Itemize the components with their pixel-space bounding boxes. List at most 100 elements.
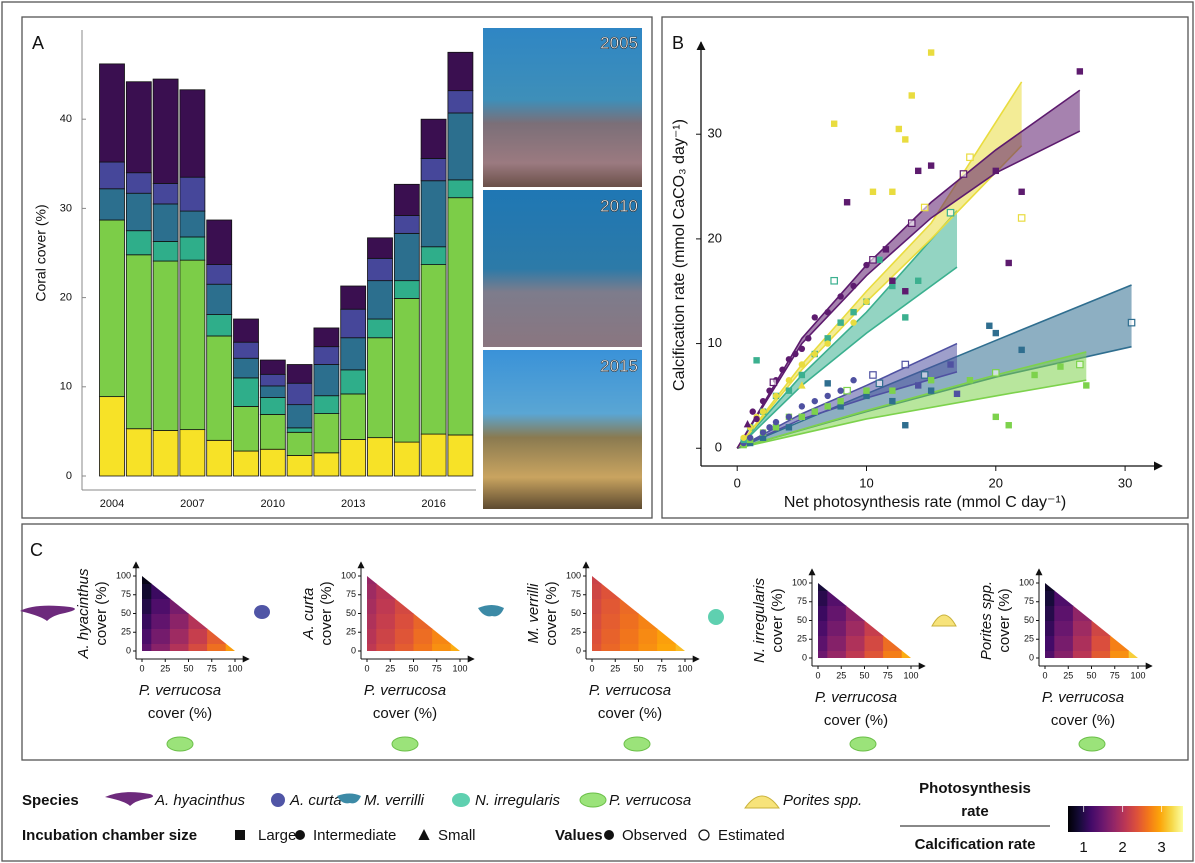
bar-segment — [313, 413, 340, 454]
heatmap-cell — [1045, 635, 1055, 651]
y-axis-label: A. hyacinthus — [75, 568, 92, 660]
x-tick-label: 2007 — [180, 498, 204, 510]
data-point — [824, 380, 831, 387]
data-point — [915, 167, 922, 175]
heatmap-cell — [1072, 605, 1092, 621]
heatmap-cell — [151, 643, 171, 651]
y-axis-label: cover (%) — [769, 588, 786, 652]
x-axis-label: P. verrucosa — [139, 682, 221, 699]
data-point — [798, 345, 806, 353]
x-tick-label: 20 — [989, 475, 1003, 490]
legend-icon — [271, 793, 285, 807]
data-point — [901, 360, 910, 369]
data-point — [785, 387, 793, 394]
data-point — [902, 314, 909, 321]
bar-segment — [179, 259, 206, 431]
bar-segment — [447, 179, 474, 199]
data-point — [863, 387, 870, 394]
heatmap-cell — [818, 605, 828, 621]
icon-p-verrucosa — [1078, 736, 1106, 752]
data-point — [798, 413, 806, 421]
icon-a-hyacinthus — [20, 605, 75, 621]
data-point — [992, 413, 999, 421]
data-point — [779, 366, 786, 373]
heatmap-cell — [142, 628, 152, 644]
heatmap-cell — [142, 613, 152, 629]
data-point — [740, 434, 747, 441]
x-tick-label: 25 — [1063, 670, 1073, 680]
x-tick-label: 50 — [408, 663, 418, 673]
y-tick-label: 10 — [60, 381, 72, 393]
data-point — [850, 282, 857, 290]
heatmap-cell — [1091, 650, 1111, 658]
heatmap-cell — [394, 613, 414, 629]
heatmap-cell — [367, 613, 377, 629]
data-point — [1005, 259, 1012, 267]
bar-segment — [393, 215, 420, 234]
heatmap-cell — [367, 628, 377, 644]
heatmap-cell — [432, 643, 452, 651]
y-axis-label: Calcification rate (mmol CaCO₃ day⁻¹) — [671, 119, 688, 391]
heatmap-cell — [188, 613, 208, 629]
x-tick-label: 75 — [1110, 670, 1120, 680]
y-tick-label: 30 — [60, 202, 72, 214]
y-tick-label: 30 — [708, 126, 722, 141]
bar-segment — [179, 210, 206, 238]
data-point — [966, 153, 974, 162]
heatmap-cell — [619, 598, 639, 614]
x-tick-label: 0 — [364, 663, 369, 673]
photo-year: 2015 — [600, 356, 638, 375]
data-point — [772, 424, 780, 431]
heatmap-cell — [1045, 650, 1055, 658]
bar-segment — [233, 450, 259, 477]
heatmap-cell — [883, 650, 903, 658]
panel-c-frame — [21, 523, 1189, 761]
bar-segment — [233, 357, 259, 379]
y-tick-label: 50 — [571, 608, 581, 618]
heatmap-cell — [592, 583, 602, 599]
heatmap-cell — [1054, 635, 1074, 651]
data-point — [876, 256, 883, 264]
heatmap-cell — [376, 643, 396, 651]
bar-segment — [286, 382, 313, 406]
data-point — [785, 377, 793, 384]
data-point — [889, 282, 896, 290]
x-tick-label: 25 — [610, 663, 620, 673]
x-tick-label: 0 — [589, 663, 594, 673]
heatmap-cell — [142, 576, 152, 584]
data-point — [1018, 188, 1025, 195]
heatmap-cell — [376, 598, 396, 614]
heatmap-cell — [638, 628, 658, 644]
x-tick-label: 100 — [677, 663, 692, 673]
bar-segment — [125, 192, 152, 232]
data-point — [766, 424, 773, 431]
data-point — [837, 319, 844, 326]
heatmap-cell — [592, 628, 602, 644]
bar-segment — [99, 219, 125, 398]
bar-segment — [313, 327, 340, 348]
y-axis-label: Coral cover (%) — [33, 204, 49, 301]
heatmap-cell — [619, 643, 639, 651]
bar-segment — [313, 346, 340, 365]
icon-p-verrucosa — [849, 736, 877, 752]
y-tick-label: 25 — [121, 627, 131, 637]
bar-segment — [286, 404, 313, 429]
data-point — [889, 277, 896, 284]
bar-segment — [313, 364, 340, 397]
data-point — [986, 322, 993, 329]
data-point — [875, 379, 884, 388]
bar-segment — [340, 439, 367, 477]
x-tick-label: 0 — [734, 475, 741, 490]
bar-segment — [447, 51, 474, 92]
heatmap-cell — [638, 613, 658, 629]
x-axis-label: P. verrucosa — [589, 682, 671, 699]
heatmap-cell — [142, 598, 152, 614]
bar-segment — [99, 63, 125, 163]
heatmap-cell — [601, 583, 621, 599]
bar-segment — [259, 359, 286, 375]
data-point — [902, 136, 909, 143]
heatmap-cell — [394, 598, 414, 614]
bar-segment — [179, 236, 206, 261]
data-point — [902, 422, 909, 429]
legend-marker — [295, 830, 305, 840]
